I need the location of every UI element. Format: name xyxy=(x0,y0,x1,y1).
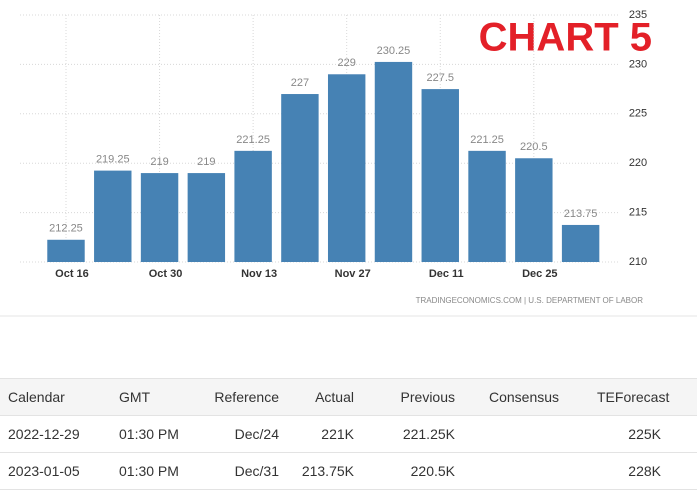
value-label: 220.5 xyxy=(520,141,548,153)
table-cell: Previous xyxy=(400,389,455,405)
value-label: 219 xyxy=(197,156,215,168)
y-tick-label: 215 xyxy=(629,207,647,219)
table-row: 2023-01-05 01:30 PM Dec/31 213.75K 220.5K 228… xyxy=(0,453,697,490)
table-cell: Dec/24 xyxy=(234,426,279,442)
table-row: 2022-12-29 01:30 PM Dec/24 221K 221.25K 225K xyxy=(0,416,697,453)
bar xyxy=(421,89,459,262)
table-cell: Actual xyxy=(315,389,354,405)
bar xyxy=(140,173,179,262)
table-cell: Dec/31 xyxy=(234,463,279,479)
bar xyxy=(94,170,132,262)
table-cell: 221K xyxy=(321,426,354,442)
table-cell: TEForecast xyxy=(597,389,670,405)
bar xyxy=(327,74,366,262)
y-tick-label: 225 xyxy=(629,108,647,120)
table-cell: Calendar xyxy=(8,389,65,405)
value-label: 212.25 xyxy=(49,223,83,235)
table-cell: 2022-12-29 xyxy=(8,426,80,442)
value-label: 219 xyxy=(150,156,168,168)
bar xyxy=(468,150,506,262)
x-tick-label: Nov 13 xyxy=(241,268,277,280)
table-cell: Reference xyxy=(214,389,279,405)
table-cell: GMT xyxy=(119,389,151,405)
y-tick-label: 210 xyxy=(629,256,647,268)
bar xyxy=(187,173,226,262)
x-tick-label: Oct 16 xyxy=(55,268,89,280)
bar xyxy=(374,61,413,263)
value-label: 227.5 xyxy=(426,72,454,84)
bar xyxy=(47,239,85,262)
table-header: Calendar GMT Reference Actual Previous Consen… xyxy=(0,378,697,416)
bar xyxy=(234,150,272,262)
calendar-table: Calendar GMT Reference Actual Previous Consen… xyxy=(0,378,697,490)
table-cell: Consensus xyxy=(489,389,560,405)
value-label: 229 xyxy=(338,57,356,69)
x-tick-label: Dec 11 xyxy=(429,268,464,280)
table-cell: 221.25K xyxy=(402,426,455,442)
value-label: 221.25 xyxy=(236,134,270,146)
table-cell: 225K xyxy=(628,426,661,442)
value-label: 219.25 xyxy=(96,154,130,166)
value-label: 221.25 xyxy=(470,134,504,146)
value-label: 230.25 xyxy=(377,45,411,57)
value-label: 213.75 xyxy=(564,208,598,220)
table-cell: 220.5K xyxy=(410,463,455,479)
x-tick-label: Nov 27 xyxy=(335,268,371,280)
chart-title: CHART 5 xyxy=(479,16,652,60)
source-note: TRADINGECONOMICS.COM | U.S. DEPARTMENT O… xyxy=(416,296,644,305)
bar xyxy=(281,94,319,262)
x-tick-label: Dec 25 xyxy=(522,268,557,280)
y-tick-label: 230 xyxy=(629,58,647,70)
bar xyxy=(515,158,553,262)
bar xyxy=(561,224,600,262)
table-cell: 2023-01-05 xyxy=(8,463,80,479)
chart: CHART 5 TRADINGECONOMICS.COM | U.S. DEPA… xyxy=(0,9,697,317)
table-cell: 213.75K xyxy=(301,463,354,479)
value-label: 227 xyxy=(291,77,309,89)
y-tick-label: 235 xyxy=(629,9,647,21)
table-cell: 228K xyxy=(628,463,661,479)
table-cell: 01:30 PM xyxy=(119,426,179,442)
y-tick-label: 220 xyxy=(629,157,647,169)
x-tick-label: Oct 30 xyxy=(149,268,183,280)
table-cell: 01:30 PM xyxy=(119,463,179,479)
